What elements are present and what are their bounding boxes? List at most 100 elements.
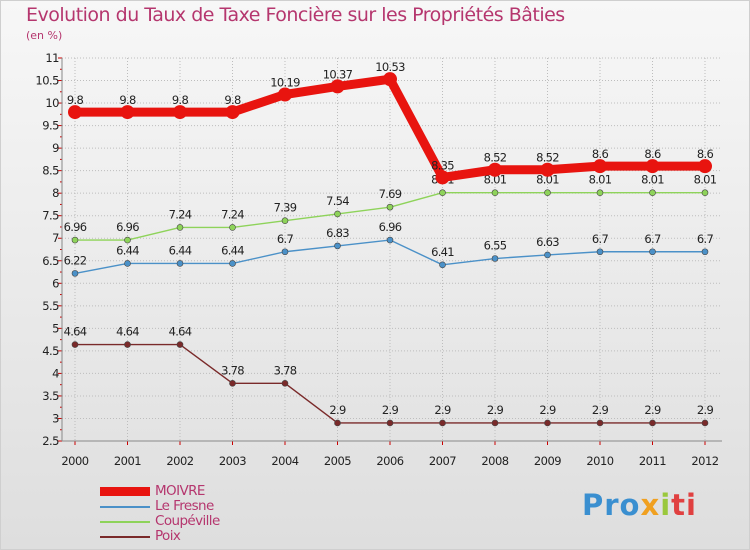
data-label: 2.9: [329, 403, 346, 417]
data-label: 9.8: [119, 93, 136, 107]
data-label: 8.01: [536, 173, 559, 187]
data-point: [173, 105, 187, 120]
x-tick-label: 2011: [639, 454, 666, 468]
data-label: 6.96: [379, 220, 402, 234]
y-tick-label: 3.5: [42, 389, 59, 403]
x-tick-label: 2009: [534, 454, 561, 468]
data-label: 9.8: [172, 93, 189, 107]
legend-item-coupeville: Coupéville: [100, 514, 220, 529]
data-label: 6.7: [592, 232, 609, 246]
data-label: 6.96: [64, 220, 87, 234]
data-label: 7.24: [169, 207, 192, 221]
data-point: [330, 79, 345, 94]
legend-swatch-coupeville: [100, 520, 150, 523]
data-point: [278, 87, 292, 102]
data-label: 6.7: [277, 232, 294, 246]
data-point: [491, 255, 499, 262]
data-point: [701, 248, 709, 256]
data-point: [698, 159, 712, 174]
data-point: [281, 248, 289, 256]
data-point: [540, 162, 555, 177]
legend-label-poix: Poix: [155, 528, 181, 544]
x-tick-label: 2007: [429, 454, 456, 468]
x-tick-label: 2008: [481, 454, 508, 468]
data-point: [649, 419, 656, 427]
data-point: [71, 236, 79, 244]
legend-swatch-poix: [100, 535, 150, 538]
data-label: 6.63: [536, 235, 559, 249]
legend-item-poix: Poix: [100, 529, 220, 544]
y-tick-label: 11: [45, 51, 59, 65]
data-label: 7.54: [326, 194, 349, 208]
data-label: 8.01: [589, 173, 612, 187]
data-point: [439, 419, 446, 427]
data-point: [386, 236, 394, 244]
legend: MOIVRE Le Fresne Coupéville Poix: [100, 484, 220, 544]
y-tick-label: 6.5: [42, 254, 59, 268]
data-label: 4.64: [116, 325, 139, 339]
data-point: [225, 105, 240, 120]
data-point: [176, 224, 184, 231]
data-point: [596, 419, 604, 427]
data-point: [176, 341, 184, 348]
data-label: 8.35: [431, 158, 454, 172]
data-label: 2.9: [644, 403, 661, 417]
data-point: [439, 261, 446, 269]
data-point: [593, 159, 607, 174]
proxiti-logo: Proxiti: [582, 488, 697, 522]
data-label: 6.7: [697, 232, 714, 246]
y-tick-label: 7.5: [42, 209, 59, 223]
data-point: [334, 242, 341, 250]
y-tick-label: 9: [52, 141, 59, 155]
data-point: [435, 170, 450, 185]
y-tick-label: 10: [45, 96, 59, 110]
data-label: 6.44: [221, 243, 244, 257]
data-point: [124, 260, 131, 267]
data-point: [334, 419, 341, 427]
legend-item-le-fresne: Le Fresne: [100, 499, 220, 514]
data-label: 7.24: [221, 207, 244, 221]
data-label: 8.6: [592, 147, 609, 161]
y-tick-label: 3: [52, 411, 59, 425]
data-label: 3.78: [221, 363, 244, 377]
data-label: 10.53: [375, 60, 405, 74]
data-point: [386, 203, 394, 211]
x-tick-label: 2003: [219, 454, 246, 468]
data-point: [491, 419, 499, 427]
logo-part-2: x: [640, 488, 661, 522]
data-point: [596, 248, 604, 256]
x-tick-label: 2010: [586, 454, 613, 468]
x-tick-label: 2012: [691, 454, 718, 468]
data-label: 8.6: [644, 147, 661, 161]
y-tick-label: 10.5: [35, 74, 59, 88]
data-point: [281, 217, 289, 224]
chart-title: Evolution du Taux de Taxe Foncière sur l…: [26, 4, 565, 26]
data-label: 6.83: [326, 226, 349, 240]
data-point: [383, 72, 397, 87]
legend-label-moivre: MOIVRE: [155, 483, 205, 499]
legend-label-le-fresne: Le Fresne: [155, 498, 214, 514]
data-point: [71, 341, 79, 348]
data-point: [491, 189, 499, 197]
data-point: [124, 341, 131, 348]
y-tick-label: 9.5: [42, 119, 59, 133]
logo-part-1: Pro: [582, 488, 641, 522]
data-label: 3.78: [274, 363, 297, 377]
data-label: 8.01: [641, 173, 664, 187]
y-tick-label: 4: [52, 366, 59, 380]
legend-label-coupeville: Coupéville: [155, 513, 220, 529]
data-label: 6.7: [644, 232, 661, 246]
x-tick-label: 2006: [376, 454, 403, 468]
data-label: 10.37: [323, 67, 353, 81]
y-tick-label: 6: [52, 276, 59, 290]
y-tick-label: 5: [52, 321, 59, 335]
y-tick-label: 5.5: [42, 299, 59, 313]
data-label: 8.52: [536, 151, 559, 165]
data-label: 9.8: [224, 93, 241, 107]
data-label: 6.96: [116, 220, 139, 234]
data-label: 2.9: [697, 403, 714, 417]
data-point: [68, 105, 82, 120]
data-point: [649, 248, 656, 256]
